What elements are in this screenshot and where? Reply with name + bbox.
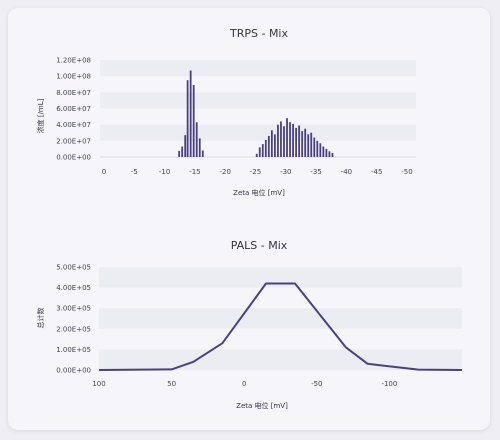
trps-y-ticks: 0.00E+00 2.00E+07 4.00E+07 6.00E+07 8.00E+07… xyxy=(56,57,91,162)
pals-series-line xyxy=(98,282,463,371)
trps-x-tick-label: 0 xyxy=(102,168,106,176)
trps-x-tick-label: -10 xyxy=(159,168,170,176)
pals-y-tick-label: 1.00E+05 xyxy=(56,346,91,354)
trps-bar xyxy=(178,150,181,157)
pals-grid-band xyxy=(99,349,462,370)
trps-x-tick-label: -5 xyxy=(131,168,138,176)
trps-bar xyxy=(184,135,187,157)
trps-bar xyxy=(319,143,322,157)
pals-y-ticks: 0.00E+00 1.00E+05 2.00E+05 3.00E+05 4.00E+05… xyxy=(56,264,91,375)
pals-x-tick-label: 100 xyxy=(92,380,105,388)
pals-x-tick-label: -50 xyxy=(311,380,322,388)
trps-bar xyxy=(325,148,328,157)
trps-bar xyxy=(189,70,192,157)
trps-bar xyxy=(322,146,325,157)
trps-bar xyxy=(331,152,334,157)
trps-bar xyxy=(316,140,319,157)
trps-y-tick-label: 1.20E+08 xyxy=(56,57,91,65)
trps-x-tick-label: -25 xyxy=(250,168,261,176)
trps-bar xyxy=(181,146,184,157)
chart-title-trps: TRPS - Mix xyxy=(229,27,288,40)
trps-bar xyxy=(195,122,198,157)
trps-bar xyxy=(295,127,298,157)
trps-x-tick-label: -20 xyxy=(219,168,230,176)
trps-bar xyxy=(313,137,316,157)
trps-chart: TRPS - Mix 0.00E+00 2.00E+07 4.00E+07 6.00E… xyxy=(36,27,416,197)
pals-y-tick-label: 5.00E+05 xyxy=(56,264,91,272)
trps-y-tick-label: 4.00E+07 xyxy=(56,121,91,129)
trps-x-tick-label: -40 xyxy=(341,168,352,176)
trps-bar xyxy=(261,144,264,157)
pals-y-tick-label: 2.00E+05 xyxy=(56,325,91,333)
trps-x-tick-label: -15 xyxy=(189,168,200,176)
trps-bar xyxy=(277,124,279,157)
pals-grid xyxy=(99,267,462,370)
trps-y-axis-label: 浓度 [/mL] xyxy=(36,98,45,133)
pals-chart: PALS - Mix 0.00E+00 1.00E+05 2.00E+05 3.00E… xyxy=(36,239,463,410)
pals-x-axis-label: Zeta 电位 [mV] xyxy=(236,401,288,410)
pals-points xyxy=(98,283,463,371)
trps-y-tick-label: 0.00E+00 xyxy=(56,154,91,162)
pals-x-tick-label: 0 xyxy=(242,380,246,388)
trps-x-tick-label: -30 xyxy=(280,168,291,176)
pals-y-tick-label: 4.00E+05 xyxy=(56,284,91,292)
trps-x-axis-label: Zeta 电位 [mV] xyxy=(233,188,285,197)
pals-grid-band xyxy=(99,308,462,329)
pals-y-tick-label: 3.00E+05 xyxy=(56,305,91,313)
trps-bar xyxy=(301,131,304,157)
trps-x-tick-label: -35 xyxy=(310,168,321,176)
trps-x-tick-label: -45 xyxy=(371,168,382,176)
pals-grid-band xyxy=(99,267,462,288)
trps-bar xyxy=(201,150,204,157)
trps-y-tick-label: 6.00E+07 xyxy=(56,105,91,113)
pals-x-tick-label: 50 xyxy=(167,380,176,388)
trps-grid-band xyxy=(100,60,416,77)
trps-bar xyxy=(273,134,276,157)
pals-x-tick-label: -100 xyxy=(381,380,397,388)
trps-bar xyxy=(304,128,307,157)
trps-bar xyxy=(192,85,195,157)
pals-y-tick-label: 0.00E+00 xyxy=(56,367,91,375)
pals-y-axis-label: 总计数 xyxy=(36,308,45,329)
trps-bar xyxy=(186,80,189,157)
trps-y-tick-label: 2.00E+07 xyxy=(56,137,91,145)
trps-y-tick-label: 1.00E+08 xyxy=(56,73,91,81)
trps-bar xyxy=(258,147,261,157)
trps-bar xyxy=(264,140,267,157)
chart-title-pals: PALS - Mix xyxy=(231,239,288,252)
trps-bar xyxy=(292,123,294,157)
trps-bar xyxy=(289,122,291,157)
trps-bar xyxy=(280,121,282,157)
trps-y-tick-label: 8.00E+07 xyxy=(56,89,91,97)
trps-bar xyxy=(307,134,310,157)
pals-x-ticks: 100 50 0 -50 -100 xyxy=(92,380,397,388)
trps-bar xyxy=(283,126,285,157)
trps-bar xyxy=(328,151,331,157)
trps-grid-band xyxy=(100,92,416,109)
trps-bar xyxy=(255,153,258,157)
trps-bar xyxy=(267,135,270,157)
trps-bars xyxy=(178,70,334,157)
trps-grid xyxy=(100,60,416,158)
trps-x-ticks: 0 -5 -10 -15 -20 -25 -30 -35 -40 -45 -50 xyxy=(102,168,413,176)
trps-bar xyxy=(286,118,288,157)
trps-x-tick-label: -50 xyxy=(401,168,412,176)
trps-grid-band xyxy=(100,124,416,141)
trps-bar xyxy=(298,125,301,157)
trps-bar xyxy=(310,132,313,157)
trps-bar xyxy=(198,138,201,157)
trps-bar xyxy=(270,130,273,157)
